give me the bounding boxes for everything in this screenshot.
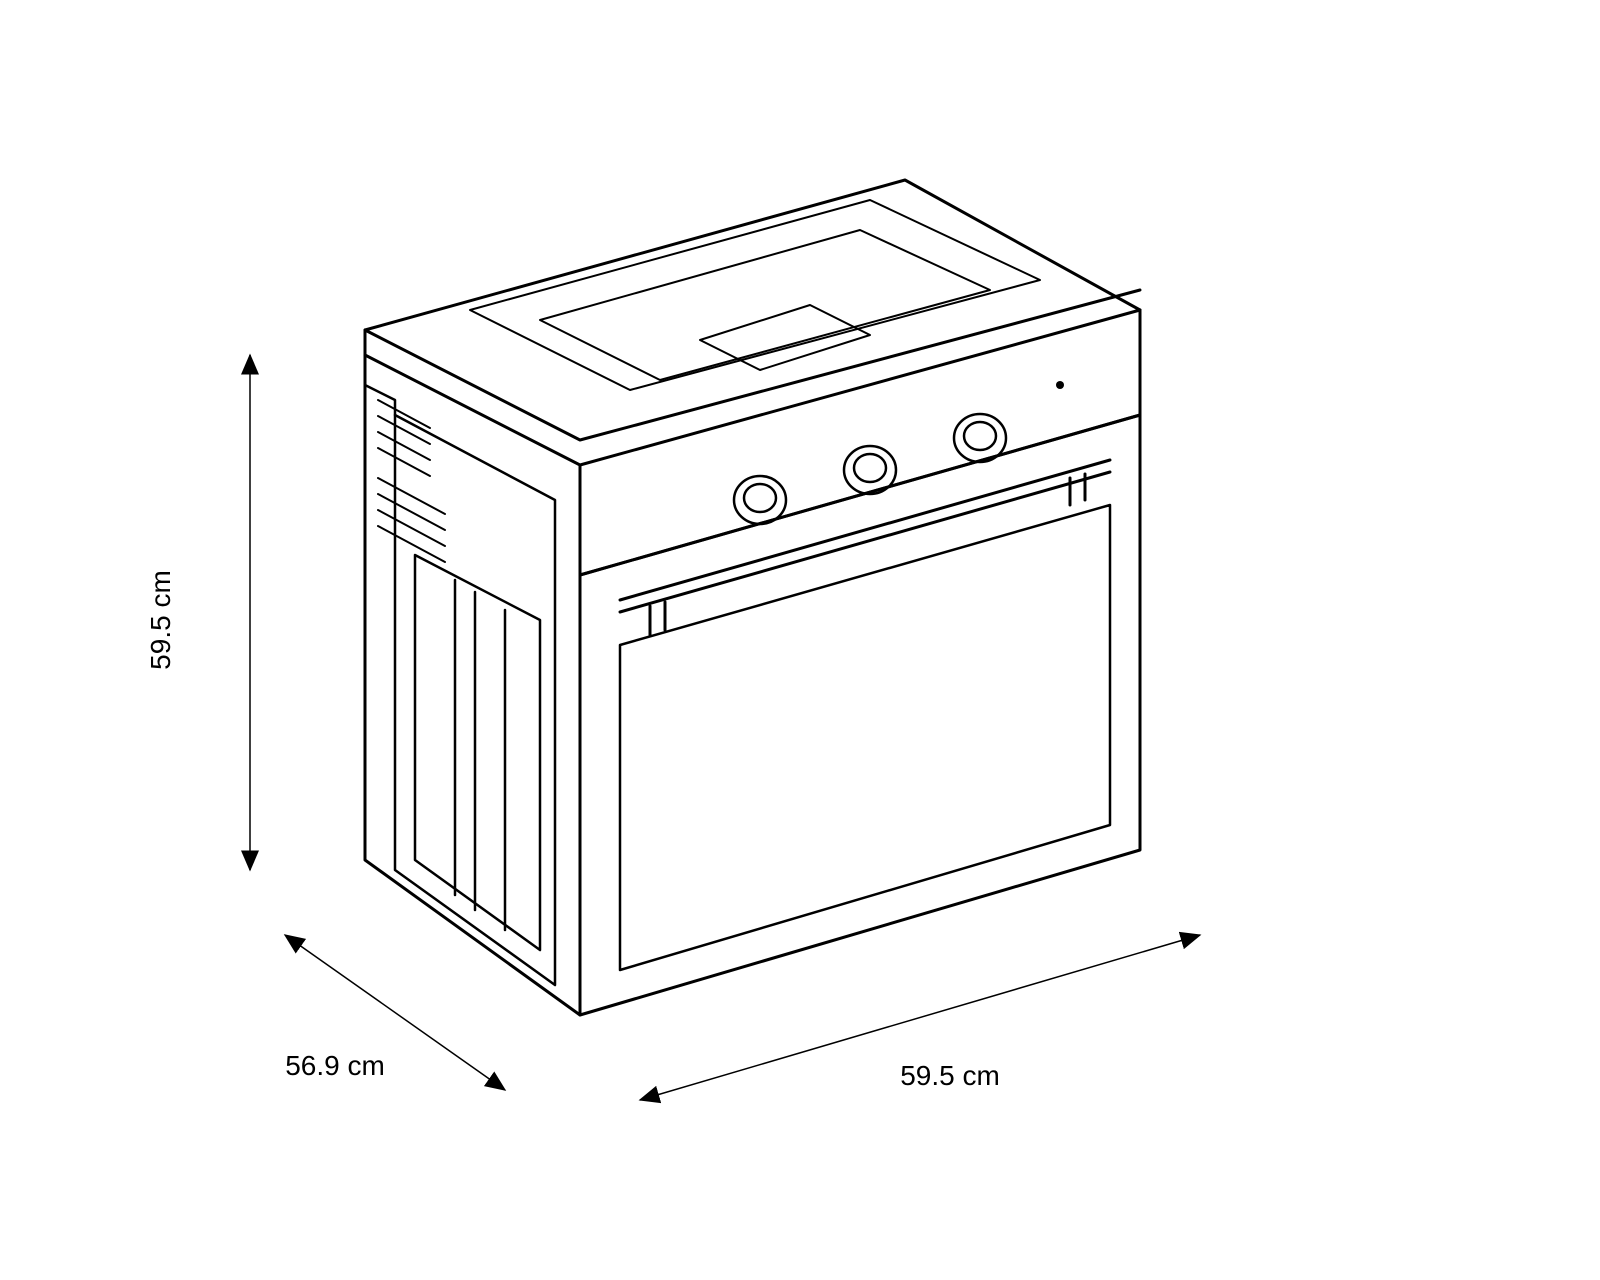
oven-dimension-diagram: 59.5 cm 56.9 cm 59.5 cm: [0, 0, 1600, 1280]
dim-depth-label: 56.9 cm: [285, 1050, 385, 1081]
door-handle: [620, 460, 1110, 635]
control-knobs: [734, 381, 1064, 524]
dim-height-label: 59.5 cm: [145, 570, 176, 670]
oven-drawing: [365, 180, 1140, 1015]
dimension-lines: [250, 355, 1200, 1100]
dim-width-label: 59.5 cm: [900, 1060, 1000, 1091]
